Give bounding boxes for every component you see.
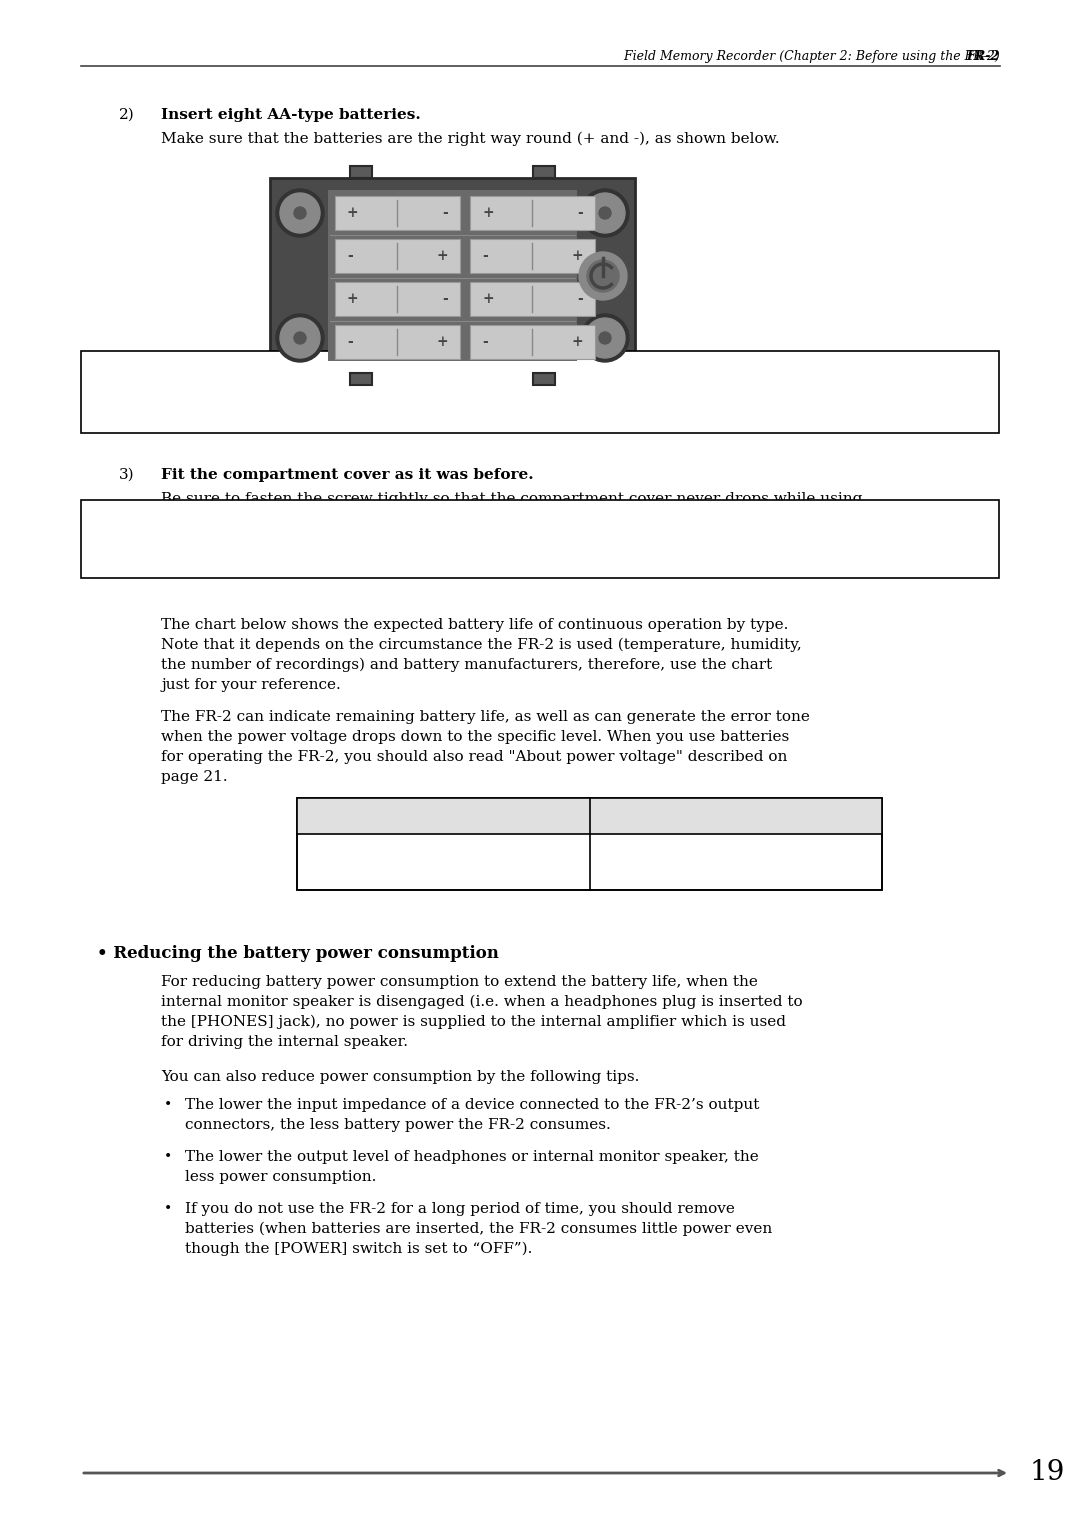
Circle shape — [294, 332, 306, 344]
Text: Be sure to fasten the screw tightly so that the compartment cover never drops wh: Be sure to fasten the screw tightly so t… — [161, 492, 862, 506]
Circle shape — [579, 252, 627, 299]
Text: -: - — [577, 206, 583, 220]
Circle shape — [276, 189, 324, 237]
Text: If you do not use the FR-2 for a long period of time, you should remove: If you do not use the FR-2 for a long pe… — [185, 1203, 734, 1216]
Bar — [335, 196, 460, 231]
Text: for driving the internal speaker.: for driving the internal speaker. — [161, 1034, 408, 1050]
Circle shape — [581, 189, 629, 237]
Bar — [328, 189, 577, 361]
Text: -: - — [442, 206, 448, 220]
Circle shape — [280, 193, 320, 232]
Text: •: • — [164, 1203, 172, 1216]
Bar — [81, 500, 999, 578]
Text: +: + — [482, 292, 494, 306]
Text: the number of recordings) and battery manufacturers, therefore, use the chart: the number of recordings) and battery ma… — [161, 659, 772, 672]
Text: The FR-2 can indicate remaining battery life, as well as can generate the error : The FR-2 can indicate remaining battery … — [161, 711, 810, 724]
Bar — [297, 798, 882, 889]
Text: • Reducing the battery power consumption: • Reducing the battery power consumption — [97, 944, 499, 963]
Bar — [534, 373, 555, 385]
Text: connectors, the less battery power the FR-2 consumes.: connectors, the less battery power the F… — [185, 1118, 611, 1132]
Text: Alkaline: Alkaline — [701, 808, 771, 824]
Bar — [534, 167, 555, 177]
Text: FR-2: FR-2 — [967, 50, 1000, 63]
Text: Fit the compartment cover as it was before.: Fit the compartment cover as it was befo… — [161, 468, 534, 481]
Circle shape — [581, 313, 629, 362]
Text: -: - — [347, 335, 353, 348]
Text: <Warning!>: Wipe terminals of the battery compartment and batteries with a dry c: <Warning!>: Wipe terminals of the batter… — [99, 364, 689, 396]
Bar — [470, 238, 595, 274]
Text: Note that it depends on the circumstance the FR-2 is used (temperature, humidity: Note that it depends on the circumstance… — [161, 639, 801, 652]
Circle shape — [294, 206, 306, 219]
Text: when the power voltage drops down to the specific level. When you use batteries: when the power voltage drops down to the… — [161, 730, 789, 744]
Text: for operating the FR-2, you should also read "About power voltage" described on: for operating the FR-2, you should also … — [161, 750, 787, 764]
Text: the [PHONES] jack), no power is supplied to the internal amplifier which is used: the [PHONES] jack), no power is supplied… — [161, 1015, 786, 1030]
Text: +: + — [347, 206, 359, 220]
Text: The lower the output level of headphones or internal monitor speaker, the: The lower the output level of headphones… — [185, 1151, 759, 1164]
Bar — [470, 283, 595, 316]
Text: approx. 1 hours 20 minutes
(using 2300 mAh): approx. 1 hours 20 minutes (using 2300 m… — [639, 845, 833, 879]
Text: -: - — [577, 292, 583, 306]
Text: -: - — [442, 292, 448, 306]
Text: batteries (when batteries are inserted, the FR-2 consumes little power even: batteries (when batteries are inserted, … — [185, 1222, 772, 1236]
Text: Insert eight AA-type batteries.: Insert eight AA-type batteries. — [161, 108, 421, 122]
Bar — [81, 351, 999, 432]
Text: +: + — [571, 335, 583, 348]
Text: <Warning!>: Used batteries should be disposed following to your local regulation: <Warning!>: Used batteries should be dis… — [99, 512, 676, 544]
Text: +: + — [482, 206, 494, 220]
Text: +: + — [571, 249, 583, 263]
Bar — [335, 283, 460, 316]
Text: 2): 2) — [119, 108, 135, 122]
Text: Ni-HM: Ni-HM — [415, 808, 472, 824]
Circle shape — [588, 260, 619, 292]
Circle shape — [599, 332, 611, 344]
Text: internal monitor speaker is disengaged (i.e. when a headphones plug is inserted : internal monitor speaker is disengaged (… — [161, 995, 802, 1010]
Bar — [350, 167, 372, 177]
Text: page 21.: page 21. — [161, 770, 228, 784]
Text: the FR-2.: the FR-2. — [161, 512, 232, 526]
Text: •: • — [164, 1151, 172, 1164]
Text: less power consumption.: less power consumption. — [185, 1170, 376, 1184]
Text: +: + — [436, 335, 448, 348]
Circle shape — [585, 318, 625, 358]
Text: The lower the input impedance of a device connected to the FR-2’s output: The lower the input impedance of a devic… — [185, 1099, 759, 1112]
Text: -: - — [347, 249, 353, 263]
Text: 3): 3) — [119, 468, 135, 481]
Text: For reducing battery power consumption to extend the battery life, when the: For reducing battery power consumption t… — [161, 975, 758, 989]
Bar — [335, 238, 460, 274]
Text: though the [POWER] switch is set to “OFF”).: though the [POWER] switch is set to “OFF… — [185, 1242, 532, 1256]
Bar — [350, 373, 372, 385]
Text: +: + — [436, 249, 448, 263]
Bar — [297, 798, 882, 834]
Text: -: - — [482, 335, 488, 348]
Bar — [470, 325, 595, 359]
Circle shape — [276, 313, 324, 362]
Text: Make sure that the batteries are the right way round (+ and -), as shown below.: Make sure that the batteries are the rig… — [161, 131, 780, 147]
Text: 19: 19 — [1030, 1459, 1065, 1487]
Bar — [297, 798, 882, 889]
Text: just for your reference.: just for your reference. — [161, 678, 341, 692]
Text: +: + — [347, 292, 359, 306]
Circle shape — [280, 318, 320, 358]
Bar — [335, 325, 460, 359]
Circle shape — [585, 193, 625, 232]
Text: Field Memory Recorder (Chapter 2: Before using the FR-2): Field Memory Recorder (Chapter 2: Before… — [608, 50, 1000, 63]
Text: The chart below shows the expected battery life of continuous operation by type.: The chart below shows the expected batte… — [161, 617, 788, 633]
Bar — [270, 177, 635, 373]
Bar — [470, 196, 595, 231]
Text: •: • — [164, 1099, 172, 1112]
Text: You can also reduce power consumption by the following tips.: You can also reduce power consumption by… — [161, 1070, 639, 1083]
Text: approx. 2 hours 30 minutes
(using 2300 mAh): approx. 2 hours 30 minutes (using 2300 m… — [347, 845, 540, 879]
Circle shape — [599, 206, 611, 219]
Text: -: - — [482, 249, 488, 263]
